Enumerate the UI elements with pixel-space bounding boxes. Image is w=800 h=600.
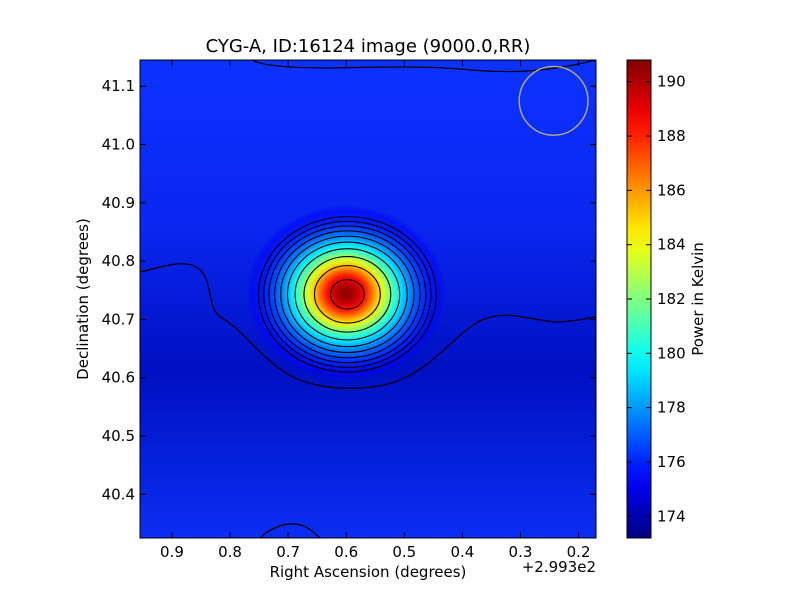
source-emission bbox=[246, 205, 446, 381]
x-tick-label: 0.5 bbox=[392, 543, 416, 561]
contour-line bbox=[140, 263, 596, 389]
contour-line bbox=[257, 216, 437, 373]
colorbar-tick-label: 176 bbox=[657, 453, 686, 471]
contour-line bbox=[268, 225, 427, 364]
y-tick-label: 40.8 bbox=[102, 252, 135, 270]
x-tick-label: 0.8 bbox=[218, 543, 242, 561]
colorbar-tick-label: 184 bbox=[657, 236, 686, 254]
x-tick-label: 0.6 bbox=[334, 543, 358, 561]
y-axis-label: Declination (degrees) bbox=[74, 218, 92, 380]
contour-lines bbox=[140, 60, 596, 538]
y-tick-label: 40.7 bbox=[102, 310, 135, 328]
x-axis-ticks: 0.9 0.8 0.7 0.6 0.5 0.4 0.3 0.2 bbox=[160, 60, 591, 561]
contour-line bbox=[329, 279, 365, 310]
x-tick-label: 0.3 bbox=[509, 543, 533, 561]
chart-title: CYG-A, ID:16124 image (9000.0,RR) bbox=[206, 36, 531, 57]
x-tick-label: 0.7 bbox=[276, 543, 300, 561]
contour-line bbox=[294, 248, 401, 341]
x-tick-label: 0.9 bbox=[160, 543, 184, 561]
colorbar-ticks: 174 176 178 180 182 184 186 188 190 bbox=[627, 73, 686, 525]
colorbar-tick-label: 188 bbox=[657, 127, 686, 145]
plot-frame bbox=[139, 59, 597, 539]
contour-line bbox=[303, 255, 392, 333]
y-tick-label: 40.4 bbox=[102, 485, 135, 503]
contour-line bbox=[280, 235, 415, 354]
colorbar-tick-label: 180 bbox=[657, 344, 686, 362]
y-tick-label: 40.5 bbox=[102, 427, 135, 445]
contour-line bbox=[251, 60, 596, 73]
y-tick-label: 40.6 bbox=[102, 369, 135, 387]
y-tick-label: 41.0 bbox=[102, 136, 135, 154]
y-tick-label: 41.1 bbox=[102, 77, 135, 95]
plot-area: 0.9 0.8 0.7 0.6 0.5 0.4 0.3 0.2 40.440.540.640.… bbox=[102, 59, 597, 561]
x-axis-label: Right Ascension (degrees) bbox=[270, 563, 467, 581]
colorbar-tick-label: 174 bbox=[657, 507, 686, 525]
contour-line bbox=[263, 220, 432, 368]
colorbar: 174 176 178 180 182 184 186 188 190 bbox=[626, 59, 686, 539]
colorbar-tick-label: 178 bbox=[657, 399, 686, 417]
contour-line bbox=[313, 265, 381, 324]
colorbar-tick-label: 190 bbox=[657, 73, 686, 91]
contour-line bbox=[286, 241, 408, 348]
contour-line bbox=[274, 230, 421, 359]
colorbar-tick-label: 186 bbox=[657, 181, 686, 199]
y-axis-ticks: 40.4 40.5 40.6 40.7 40.8 40.9 41.0 41.1 bbox=[102, 77, 596, 503]
contour-line bbox=[259, 523, 321, 538]
x-axis-offset: +2.993e2 bbox=[522, 558, 596, 576]
x-tick-label: 0.2 bbox=[567, 543, 591, 561]
colorbar-tick-label: 182 bbox=[657, 290, 686, 308]
y-tick-label: 40.9 bbox=[102, 194, 135, 212]
colorbar-label: Power in Kelvin bbox=[689, 242, 707, 356]
x-tick-label: 0.4 bbox=[450, 543, 474, 561]
beam-marker bbox=[518, 65, 589, 136]
